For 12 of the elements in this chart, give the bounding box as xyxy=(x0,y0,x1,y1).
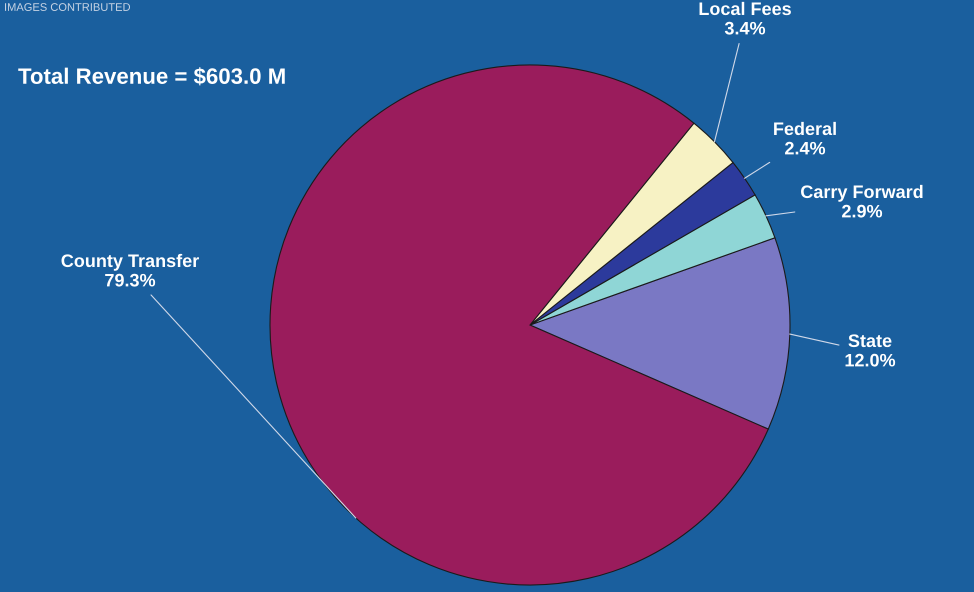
slice-label: Local Fees xyxy=(700,2,791,16)
data-label: 2.9% xyxy=(842,204,882,218)
slice-label: County Transfer xyxy=(62,254,199,271)
slice-label: Federal xyxy=(774,122,836,136)
text: IMAGES CONTRIBUTED xyxy=(5,3,130,11)
data-label: 3.4% xyxy=(724,22,766,35)
data-label: 79.3% xyxy=(105,274,156,287)
data-label: 2.4% xyxy=(785,142,826,155)
slice-label: Carry Forward xyxy=(801,184,923,202)
slice-label: State xyxy=(848,334,892,348)
text: Total Revenue = $603.0 M xyxy=(18,67,285,86)
data-label: 12.0% xyxy=(846,354,896,367)
